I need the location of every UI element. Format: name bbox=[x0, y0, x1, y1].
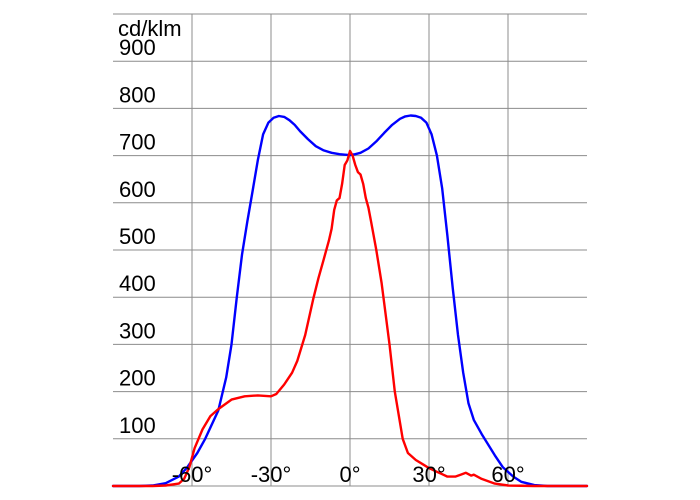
y-tick-label: 600 bbox=[119, 177, 156, 202]
y-tick-label: 200 bbox=[119, 366, 156, 391]
x-tick-label: 60° bbox=[491, 462, 524, 487]
grid-layer bbox=[113, 13, 587, 487]
y-axis-unit-label: cd/klm bbox=[118, 16, 182, 41]
y-tick-label: 700 bbox=[119, 130, 156, 155]
y-tick-label: 500 bbox=[119, 224, 156, 249]
y-tick-label: 800 bbox=[119, 82, 156, 107]
series-line-2 bbox=[111, 149, 589, 488]
label-layer: cd/klm 100 200 300 400 500 600 700 800 900 -60° -3… bbox=[118, 16, 525, 487]
x-tick-label: 0° bbox=[339, 462, 360, 487]
y-tick-label: 400 bbox=[119, 271, 156, 296]
y-tick-label: 300 bbox=[119, 318, 156, 343]
series-layer bbox=[111, 114, 589, 488]
y-tick-label: 900 bbox=[119, 35, 156, 60]
x-tick-label: 30° bbox=[412, 462, 445, 487]
x-tick-label: -60° bbox=[172, 462, 213, 487]
y-tick-label: 100 bbox=[119, 413, 156, 438]
x-tick-label: -30° bbox=[251, 462, 292, 487]
